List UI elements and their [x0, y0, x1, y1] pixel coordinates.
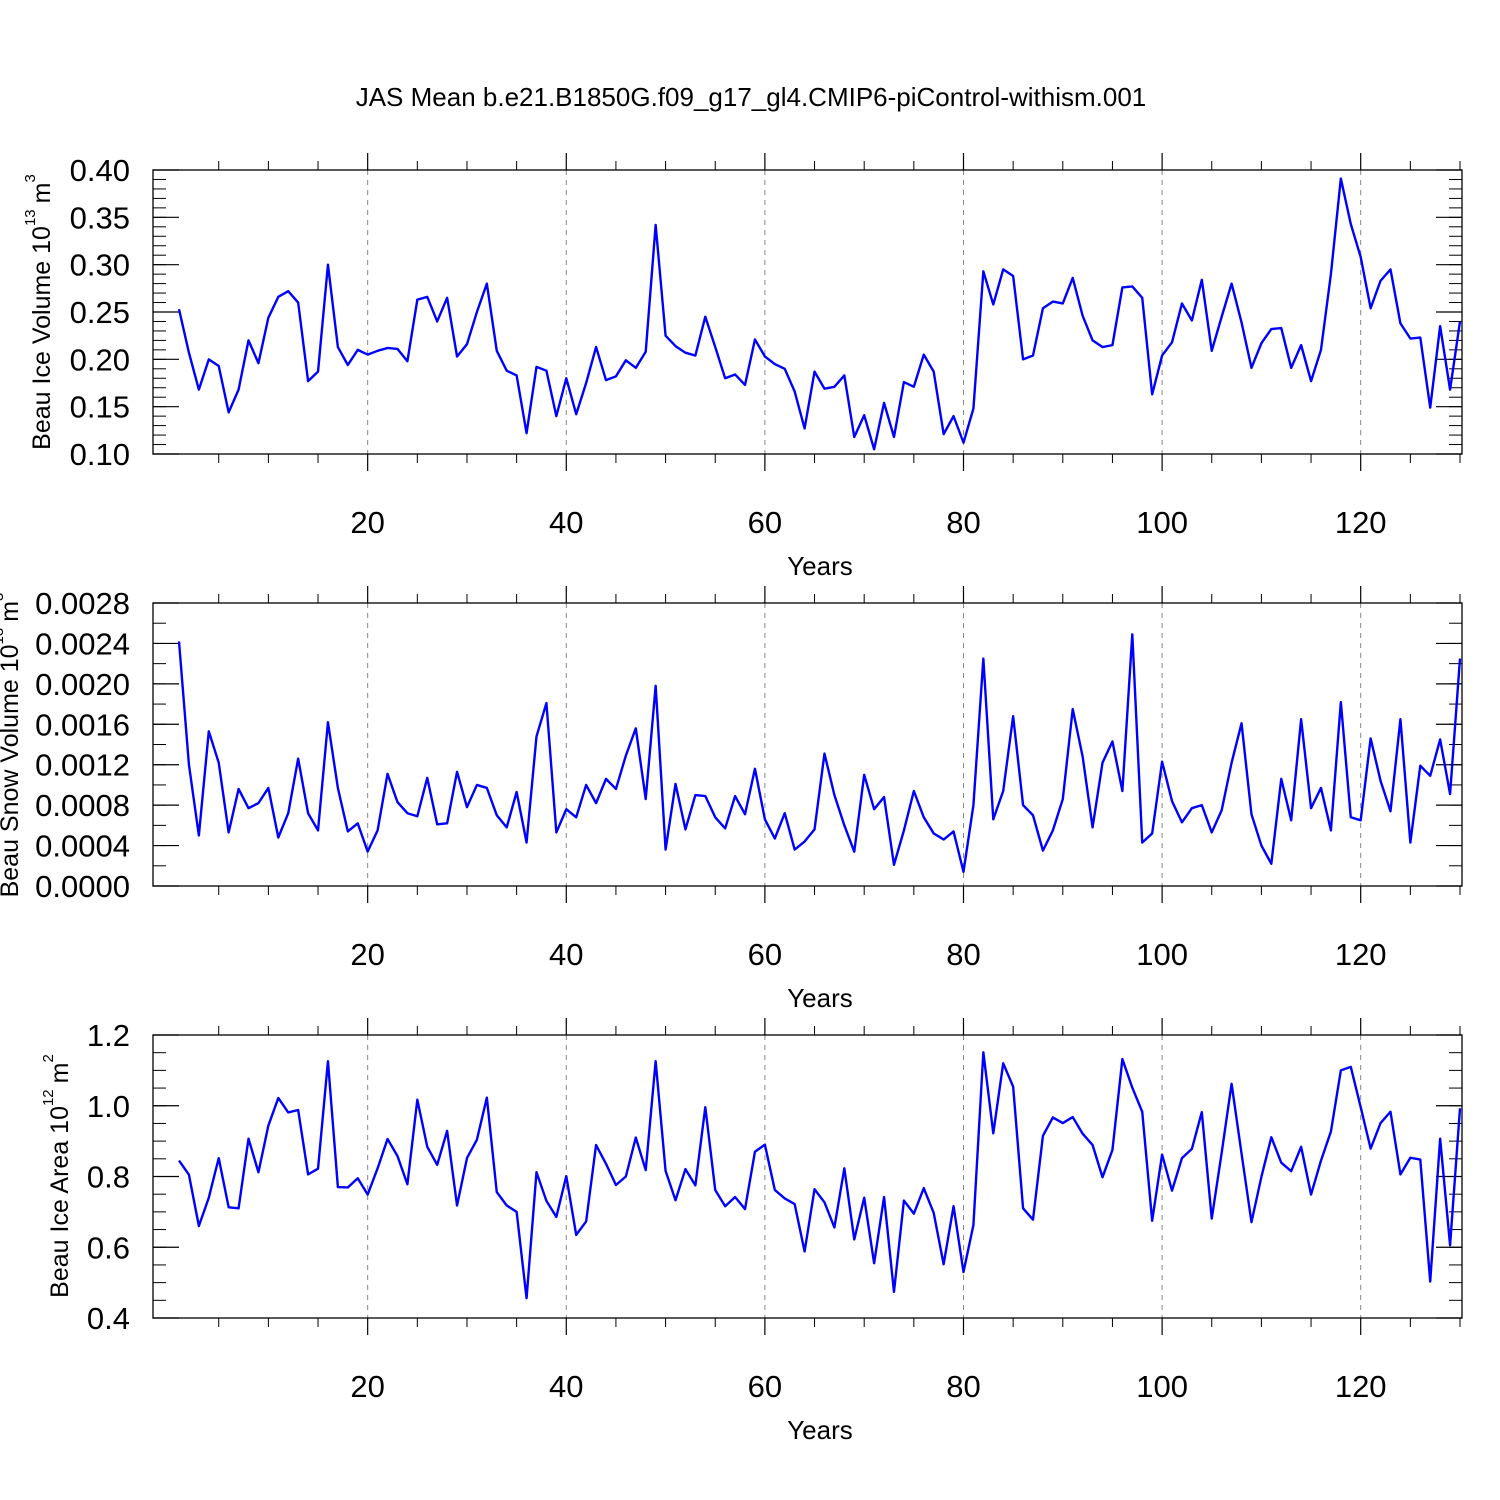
y-tick-label: 0.0012 — [35, 748, 130, 783]
y-axis-label: Beau Ice Area 1012m2 — [40, 1054, 75, 1298]
plot-frame — [152, 1034, 1463, 1319]
x-tick-label: 40 — [549, 1369, 583, 1404]
x-tick-label: 120 — [1335, 1369, 1387, 1404]
y-axis-label: Beau Ice Volume 1013m3 — [22, 174, 57, 450]
x-tick-label: 100 — [1136, 937, 1188, 972]
chart-title: JAS Mean b.e21.B1850G.f09_g17_gl4.CMIP6-… — [356, 82, 1147, 112]
y-tick-label: 0.20 — [70, 342, 130, 377]
y-tick-label: 0.35 — [70, 200, 130, 235]
x-axis-label: Years — [787, 551, 853, 581]
x-tick-label: 100 — [1136, 505, 1188, 540]
y-tick-label: 0.0028 — [35, 586, 130, 621]
plot-frame — [152, 602, 1463, 887]
snow-volume-panel: 20 40 60 80 100 120 0.0000 0.0004 0.0008 0.0012 0.… — [0, 586, 1463, 1013]
y-tick-label: 0.4 — [87, 1301, 130, 1336]
x-tick-label: 40 — [549, 505, 583, 540]
y-tick-label: 0.0000 — [35, 869, 130, 904]
y-tick-label: 0.8 — [87, 1160, 130, 1195]
y-tick-label: 0.6 — [87, 1230, 130, 1265]
y-tick-label: 0.10 — [70, 437, 130, 472]
x-tick-label: 80 — [946, 505, 980, 540]
x-tick-label: 20 — [350, 505, 384, 540]
x-tick-label: 120 — [1335, 505, 1387, 540]
y-tick-label: 0.30 — [70, 248, 130, 283]
x-tick-label: 120 — [1335, 937, 1387, 972]
x-tick-label: 60 — [748, 937, 782, 972]
x-tick-label: 60 — [748, 1369, 782, 1404]
ice-volume-panel: 20 40 60 80 100 120 0.10 0.15 0.20 0.25 0.30 0.35 0.… — [22, 153, 1463, 581]
y-tick-label: 0.15 — [70, 390, 130, 425]
y-tick-label: 0.25 — [70, 295, 130, 330]
y-tick-label: 0.0008 — [35, 788, 130, 823]
y-tick-label: 0.0024 — [35, 626, 130, 661]
x-tick-label: 80 — [946, 1369, 980, 1404]
ice-area-panel: 20 40 60 80 100 120 0.4 0.6 0.8 1.0 1.2 Years Beau I… — [40, 1018, 1463, 1445]
y-axis-label: Beau Snow Volume 1013m3 — [0, 593, 24, 898]
x-tick-label: 20 — [350, 937, 384, 972]
x-axis-label: Years — [787, 1415, 853, 1445]
x-tick-label: 20 — [350, 1369, 384, 1404]
y-tick-label: 0.0004 — [35, 829, 130, 864]
series-line — [177, 633, 1462, 874]
y-tick-label: 0.0020 — [35, 667, 130, 702]
x-tick-label: 80 — [946, 937, 980, 972]
x-tick-label: 100 — [1136, 1369, 1188, 1404]
y-tick-label: 1.0 — [87, 1089, 130, 1124]
x-tick-label: 60 — [748, 505, 782, 540]
y-tick-label: 1.2 — [87, 1018, 130, 1053]
x-axis-label: Years — [787, 983, 853, 1013]
series-line — [177, 177, 1462, 451]
series-line — [178, 1051, 1462, 1300]
y-tick-label: 0.40 — [70, 153, 130, 188]
x-tick-label: 40 — [549, 937, 583, 972]
y-tick-label: 0.0016 — [35, 707, 130, 742]
